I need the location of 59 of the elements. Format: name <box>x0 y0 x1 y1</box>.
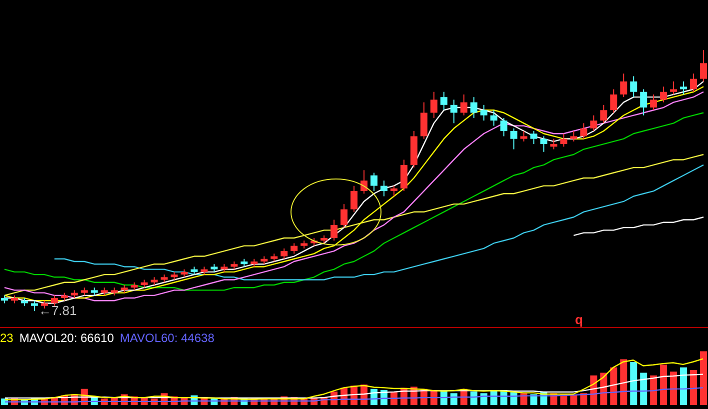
bar <box>650 375 658 405</box>
candlestick <box>560 133 568 148</box>
candlestick <box>280 248 288 260</box>
bar <box>620 359 628 405</box>
candlestick <box>430 91 438 118</box>
candlestick <box>480 104 488 122</box>
candlestick <box>700 50 707 82</box>
bar <box>630 362 638 405</box>
bar <box>660 364 668 405</box>
candlestick <box>630 76 638 98</box>
bar <box>450 393 458 405</box>
candlestick <box>470 96 478 118</box>
candlestick <box>400 159 408 192</box>
candlestick <box>440 91 448 111</box>
candlestick <box>420 102 428 140</box>
candlestick <box>530 130 538 145</box>
candlestick <box>350 185 358 212</box>
text: MAVOL20: 66610 <box>19 331 114 345</box>
candlestick <box>380 180 388 197</box>
bar <box>680 367 688 405</box>
bar <box>610 367 618 405</box>
candlestick <box>50 294 58 306</box>
candlestick <box>590 114 598 132</box>
bar <box>570 395 578 405</box>
candlestick <box>510 128 518 150</box>
candlestick <box>570 130 578 142</box>
candlestick <box>550 138 558 150</box>
candlestick <box>460 94 468 116</box>
bar <box>670 372 678 405</box>
bar <box>470 392 478 405</box>
candlestick <box>370 172 378 192</box>
candlestick <box>340 204 348 228</box>
candlestick <box>30 300 38 312</box>
candlestick <box>670 80 678 95</box>
annotation: ←7.81 <box>38 303 77 318</box>
candlestick <box>580 122 588 140</box>
candlestick <box>450 99 458 124</box>
candlestick <box>490 110 498 126</box>
candlestick <box>520 130 528 142</box>
text: MAVOL60: 44638 <box>120 331 214 345</box>
candlestick <box>650 94 658 111</box>
candlestick <box>500 117 508 137</box>
bar <box>580 393 588 405</box>
bar <box>700 351 707 405</box>
bar <box>690 370 698 405</box>
candlestick <box>620 73 628 98</box>
candlestick <box>610 88 618 114</box>
candlestick <box>640 88 648 116</box>
candlestick <box>680 80 688 95</box>
candlestick <box>600 104 608 124</box>
text: q <box>575 312 583 327</box>
candlestick <box>390 185 398 197</box>
candlestick <box>330 219 338 242</box>
text: 23 <box>0 331 14 345</box>
candlestick <box>290 242 298 254</box>
candlestick <box>690 73 698 92</box>
candlestick <box>660 86 668 103</box>
candlestick <box>540 136 548 152</box>
bar <box>640 372 648 405</box>
